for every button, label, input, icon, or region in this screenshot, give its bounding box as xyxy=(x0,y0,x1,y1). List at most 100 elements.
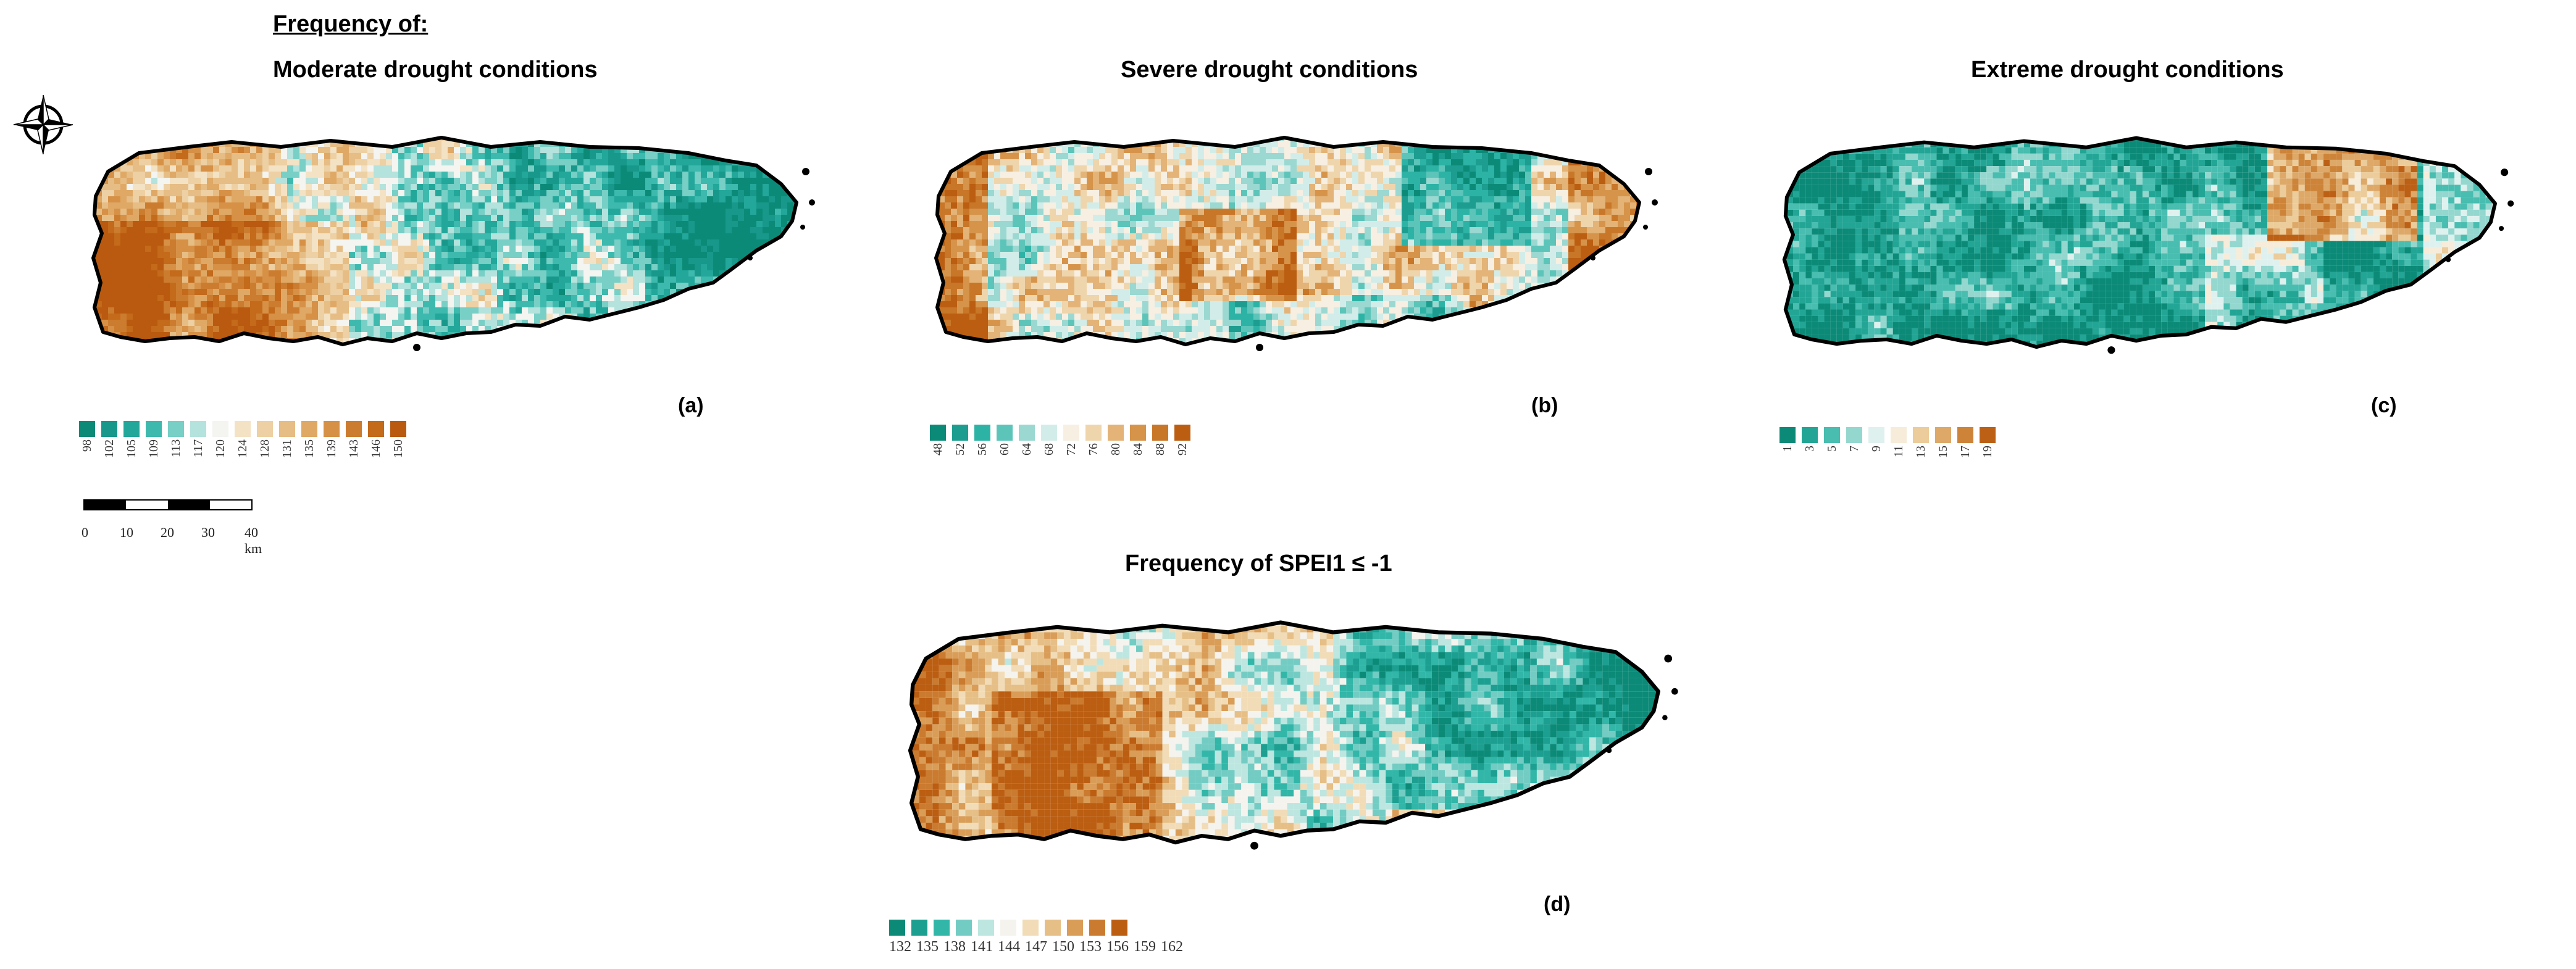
legend-swatch xyxy=(1000,920,1016,936)
legend-tick-label: 5 xyxy=(1825,446,1839,452)
islet xyxy=(1645,168,1652,175)
legend-tick-label: 56 xyxy=(976,443,989,455)
map-panel-c xyxy=(1782,136,2514,354)
legend-tick-label: 9 xyxy=(1870,446,1883,452)
legend-swatch xyxy=(1067,920,1083,936)
legend-swatch xyxy=(1802,427,1818,443)
legend-swatch xyxy=(974,425,990,441)
legend-swatches xyxy=(930,425,1197,441)
legend-tick-label: 11 xyxy=(1892,446,1905,458)
islet xyxy=(1652,199,1658,206)
legend-tick-label: 141 xyxy=(971,939,993,955)
islet xyxy=(413,344,420,351)
islet xyxy=(1256,344,1263,351)
legend-swatch xyxy=(79,421,95,437)
legend-swatch xyxy=(952,425,968,441)
raster-cells xyxy=(93,138,797,344)
legend-ticks: 48 52 56 60 64 68 72 76 80 84 88 92 xyxy=(930,443,1197,470)
legend-ticks: 132 135 138 141 144 147 150 153 156 159 162 xyxy=(889,939,1188,954)
legend-swatch xyxy=(1957,427,1973,443)
legend-tick-label: 120 xyxy=(214,439,227,458)
header-title: Frequency of: xyxy=(273,11,429,37)
raster-cells xyxy=(1784,138,2495,347)
legend-tick-label: 84 xyxy=(1131,443,1145,455)
legend-tick-label: 135 xyxy=(303,439,316,458)
legend-swatch xyxy=(934,920,950,936)
island-coastline xyxy=(91,136,798,346)
islet xyxy=(800,225,805,230)
legend-swatch xyxy=(956,920,972,936)
legend-tick-label: 52 xyxy=(953,443,967,455)
panel-d-title: Frequency of SPEI1 ≤ -1 xyxy=(1125,551,1392,576)
legend-tick-label: 150 xyxy=(1052,939,1074,955)
legend-swatch xyxy=(978,920,994,936)
islet xyxy=(809,199,815,206)
compass-rose-icon xyxy=(13,94,73,155)
legend-tick-label: 150 xyxy=(391,439,405,458)
raster-cells xyxy=(936,138,1639,344)
legend-tick-label: 147 xyxy=(1025,939,1047,955)
legend-tick-label: 144 xyxy=(998,939,1020,955)
legend-swatch xyxy=(1846,427,1862,443)
island-coastline xyxy=(908,620,1660,845)
islet xyxy=(1591,256,1595,260)
islet xyxy=(2499,226,2504,231)
panel-a-title: Moderate drought conditions xyxy=(273,57,598,83)
panel-b-label: (b) xyxy=(1531,394,1558,417)
legend-tick-label: 143 xyxy=(347,439,361,458)
islet xyxy=(1643,225,1648,230)
legend-tick-label: 128 xyxy=(258,439,272,458)
legend-tick-label: 98 xyxy=(80,439,94,452)
legend-swatch xyxy=(1085,425,1102,441)
legend-swatch xyxy=(123,421,140,437)
legend-swatch xyxy=(1913,427,1929,443)
legend-swatch xyxy=(168,421,184,437)
legend-swatches xyxy=(79,421,412,437)
map-panel-a xyxy=(91,136,815,351)
legend-tick-label: 7 xyxy=(1847,446,1861,452)
legend-tick-label: 48 xyxy=(931,443,945,455)
legend-swatch xyxy=(1089,920,1105,936)
legend-tick-label: 13 xyxy=(1914,446,1928,458)
legend-swatch xyxy=(390,421,406,437)
islet xyxy=(2507,200,2514,207)
legend-tick-label: 92 xyxy=(1176,443,1189,455)
islet xyxy=(802,168,809,175)
legend-tick-label: 3 xyxy=(1803,446,1817,452)
legend-panel-d: 132 135 138 141 144 147 150 153 156 159 162 xyxy=(889,920,1188,954)
islet xyxy=(1606,747,1612,754)
legend-tick-label: 124 xyxy=(236,439,249,458)
panel-c-label: (c) xyxy=(2371,394,2397,417)
scale-bar: 0 10 20 30 40 km xyxy=(82,497,268,556)
islet xyxy=(2446,257,2451,262)
legend-tick-label: 113 xyxy=(169,439,183,458)
legend-tick-label: 162 xyxy=(1161,939,1183,955)
legend-swatch xyxy=(1152,425,1168,441)
legend-tick-label: 132 xyxy=(889,939,911,955)
legend-swatch xyxy=(190,421,206,437)
legend-tick-label: 80 xyxy=(1109,443,1123,455)
islet xyxy=(1250,841,1258,850)
islet xyxy=(2501,168,2509,177)
scale-tick-40km: 40 km xyxy=(245,525,262,556)
island-coastline xyxy=(1782,136,2497,349)
legend-tick-label: 135 xyxy=(916,939,939,955)
legend-tick-label: 64 xyxy=(1020,443,1034,455)
legend-tick-label: 138 xyxy=(943,939,966,955)
legend-swatch xyxy=(346,421,362,437)
legend-tick-label: 117 xyxy=(191,439,205,458)
legend-tick-label: 139 xyxy=(325,439,338,458)
legend-swatches xyxy=(889,920,1188,936)
legend-tick-label: 15 xyxy=(1936,446,1950,458)
legend-swatch xyxy=(1824,427,1840,443)
legend-swatch xyxy=(1891,427,1907,443)
map-panel-d xyxy=(908,620,1678,850)
legend-swatch xyxy=(997,425,1013,441)
legend-swatch xyxy=(1935,427,1951,443)
legend-swatch xyxy=(279,421,295,437)
legend-panel-a: 98 102 105 109 113 117 120 124 128 131 135 139 143 14… xyxy=(79,421,412,467)
legend-tick-label: 60 xyxy=(998,443,1011,455)
legend-swatch xyxy=(911,920,927,936)
legend-swatch xyxy=(1111,920,1127,936)
legend-tick-label: 146 xyxy=(369,439,383,458)
